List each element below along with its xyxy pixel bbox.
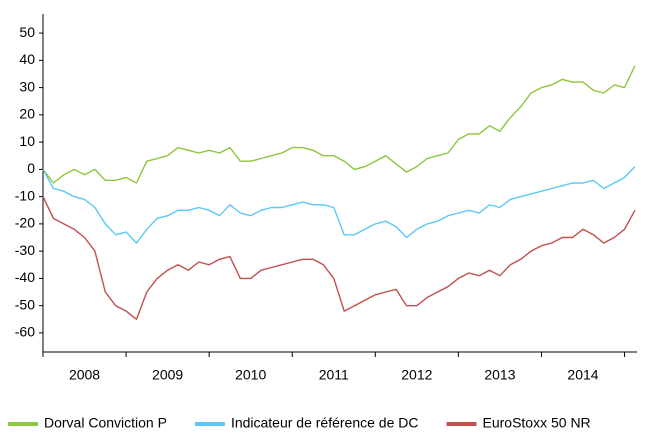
y-tick-label: -30	[15, 242, 35, 258]
x-tick-label: 2009	[152, 367, 183, 383]
x-tick-label: 2010	[235, 367, 266, 383]
y-tick-label: -10	[15, 187, 35, 203]
y-tick-label: 0	[27, 160, 35, 176]
series-line	[42, 65, 636, 184]
legend-label: Indicateur de référence de DC	[231, 415, 419, 431]
y-tick-label: -40	[15, 269, 35, 285]
x-tick-label: 2008	[69, 367, 100, 383]
y-tick-label: -60	[15, 324, 35, 340]
legend-label: EuroStoxx 50 NR	[483, 415, 591, 431]
x-tick-label: 2014	[567, 367, 598, 383]
x-tick-label: 2012	[401, 367, 432, 383]
y-tick-label: 20	[19, 106, 35, 122]
legend-label: Dorval Conviction P	[44, 415, 167, 431]
series-line	[42, 166, 636, 244]
y-tick-label: -20	[15, 215, 35, 231]
x-tick-label: 2013	[484, 367, 515, 383]
x-tick-label: 2011	[319, 367, 349, 383]
y-tick-label: 50	[19, 24, 35, 40]
y-tick-label: 10	[19, 133, 35, 149]
y-tick-label: -50	[15, 296, 35, 312]
y-tick-label: 40	[19, 51, 35, 67]
y-tick-label: 30	[19, 78, 35, 94]
series-line	[42, 196, 636, 320]
